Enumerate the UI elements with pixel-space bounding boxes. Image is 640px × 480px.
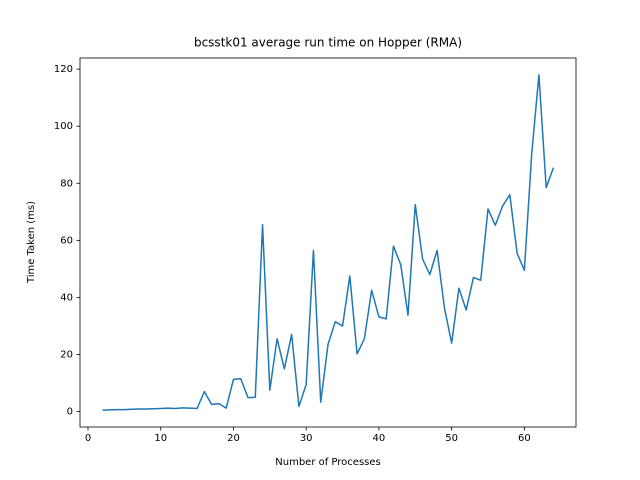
y-tick-label: 100 (54, 121, 73, 132)
x-tick-label: 10 (154, 433, 167, 444)
chart-title: bcsstk01 average run time on Hopper (RMA… (194, 36, 462, 50)
y-tick-label: 40 (60, 292, 73, 303)
x-tick-label: 60 (518, 433, 531, 444)
x-tick-label: 30 (300, 433, 313, 444)
plot-frame (79, 57, 577, 428)
x-tick-label: 50 (445, 433, 458, 444)
x-tick-label: 40 (373, 433, 386, 444)
y-tick-label: 20 (60, 350, 73, 361)
y-axis-label: Time Taken (ms) (26, 201, 37, 284)
y-tick-label: 60 (60, 235, 73, 246)
x-tick-label: 20 (227, 433, 240, 444)
data-line (102, 74, 555, 411)
x-axis-label: Number of Processes (275, 457, 380, 468)
y-tick-label: 0 (67, 407, 73, 418)
y-tick-label: 80 (60, 178, 73, 189)
x-tick-label: 0 (85, 433, 91, 444)
y-tick-label: 120 (54, 64, 73, 75)
